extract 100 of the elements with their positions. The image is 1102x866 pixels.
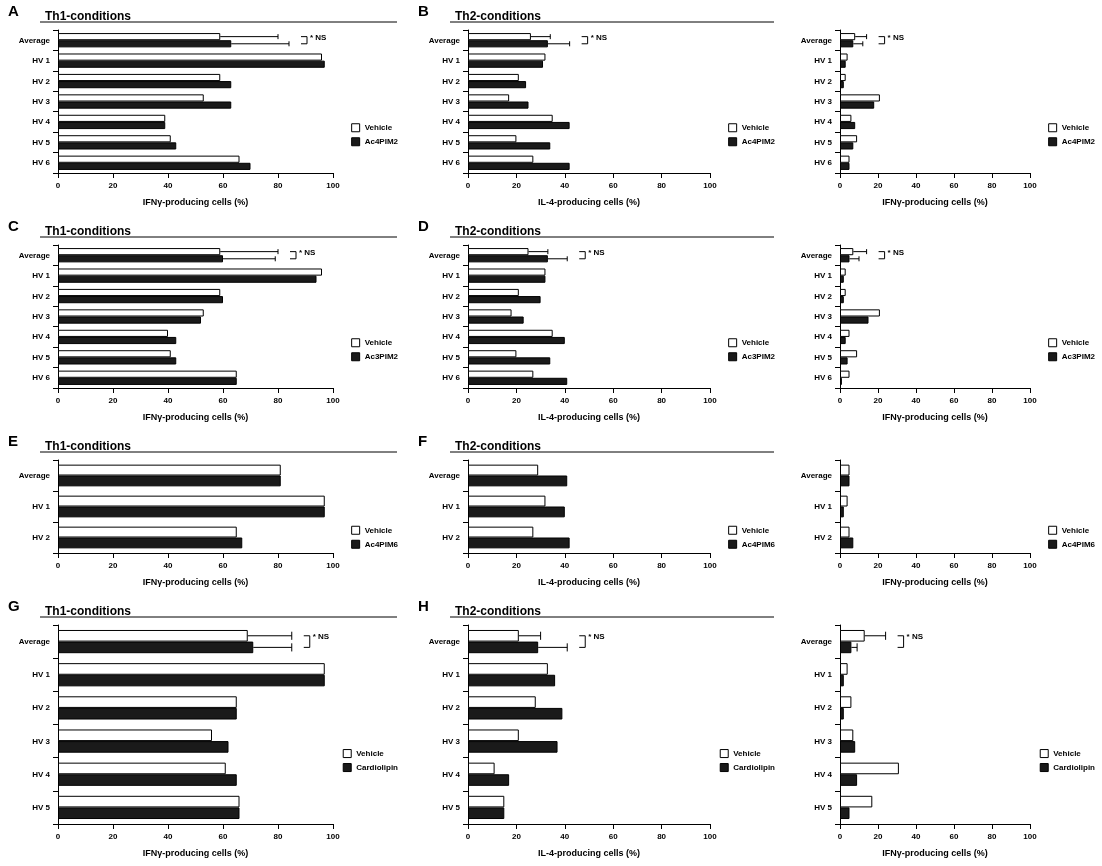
x-tick-label: 80 (987, 560, 997, 570)
x-tick-label: 100 (326, 560, 341, 570)
chart-title: Th1-conditions (45, 604, 132, 618)
x-tick-label: 100 (703, 560, 718, 570)
x-axis-title: IFNγ-producing cells (%) (142, 411, 249, 422)
y-tick-label: Average (800, 35, 833, 45)
x-tick-label: 100 (703, 180, 718, 190)
x-tick-label: 60 (949, 180, 959, 190)
y-tick-label: HV 1 (32, 56, 51, 66)
x-tick-label: 20 (108, 180, 118, 190)
y-tick-label: HV 5 (442, 352, 461, 362)
x-tick-label: 60 (218, 831, 228, 841)
y-tick-label: HV 1 (814, 502, 833, 511)
x-tick-label: 0 (465, 180, 471, 190)
legend-label: Ac3PIM2 (741, 352, 776, 362)
legend-label: Vehicle (1053, 749, 1082, 759)
x-tick-label: 100 (1023, 180, 1038, 190)
y-tick-label: HV 2 (442, 703, 461, 713)
x-tick-label: 20 (873, 180, 883, 190)
legend-label: Cardiolipin (356, 763, 399, 773)
x-tick-label: 40 (163, 180, 173, 190)
annotation: * NS (887, 33, 905, 43)
y-tick-label: Average (428, 471, 461, 480)
x-tick-label: 60 (949, 560, 959, 570)
x-tick-label: 60 (218, 395, 228, 405)
y-tick-label: HV 4 (442, 332, 461, 342)
y-tick-label: HV 5 (814, 137, 833, 147)
legend-label: Ac3PIM2 (364, 352, 399, 362)
y-tick-label: HV 1 (814, 56, 833, 66)
text: F (418, 432, 428, 449)
x-tick-label: 0 (55, 560, 61, 570)
x-tick-label: 40 (560, 831, 570, 841)
text: B (418, 2, 429, 19)
chart-title: Th2-conditions (455, 604, 542, 618)
x-tick-label: 80 (987, 831, 997, 841)
legend-label: Ac4PIM6 (1061, 539, 1096, 549)
x-axis-title: IFNγ-producing cells (%) (142, 196, 249, 207)
annotation: * NS (312, 632, 330, 642)
annotation: * NS (590, 33, 608, 43)
x-tick-label: 20 (511, 180, 522, 190)
y-tick-label: HV 3 (442, 97, 461, 106)
y-tick-label: HV 2 (814, 76, 833, 86)
x-tick-label: 80 (657, 831, 667, 841)
y-tick-label: HV 2 (814, 533, 833, 542)
y-tick-label: Average (428, 637, 461, 647)
chart-title: Th2-conditions (455, 224, 542, 238)
x-axis-title: IL-4-producing cells (%) (537, 576, 641, 587)
y-tick-label: HV 6 (814, 158, 833, 168)
y-tick-label: HV 1 (442, 56, 461, 66)
x-tick-label: 40 (911, 831, 921, 841)
legend-label: Vehicle (364, 123, 393, 133)
y-tick-label: HV 3 (814, 736, 833, 746)
y-tick-label: HV 3 (32, 97, 51, 106)
legend-label: Ac4PIM2 (1061, 137, 1096, 147)
x-tick-label: 100 (703, 831, 718, 841)
chart-title: Th2-conditions (455, 439, 542, 453)
x-tick-label: 20 (511, 560, 522, 570)
y-tick-label: HV 4 (32, 769, 51, 779)
x-tick-label: 40 (911, 395, 921, 405)
legend-label: Vehicle (741, 123, 770, 133)
annotation: * NS (906, 632, 924, 642)
x-tick-label: 60 (608, 180, 619, 190)
x-axis-title: IFNγ-producing cells (%) (142, 847, 249, 858)
legend-label: Vehicle (1061, 123, 1090, 133)
x-tick-label: 80 (657, 560, 667, 570)
x-axis-title: IFNγ-producing cells (%) (882, 196, 988, 207)
legend-label: Ac3PIM2 (1061, 352, 1096, 362)
y-tick-label: HV 3 (442, 312, 461, 321)
y-tick-label: HV 2 (32, 76, 51, 86)
x-axis-title: IL-4-producing cells (%) (537, 411, 641, 422)
annotation: * NS (299, 248, 317, 258)
y-tick-label: HV 3 (32, 736, 51, 746)
y-tick-label: HV 4 (814, 332, 833, 342)
legend-label: Ac4PIM2 (741, 137, 776, 147)
y-tick-label: HV 1 (814, 271, 833, 281)
legend-label: Vehicle (741, 525, 770, 535)
x-axis-title: IL-4-producing cells (%) (537, 847, 641, 858)
x-tick-label: 20 (108, 560, 118, 570)
annotation: * NS (887, 248, 905, 258)
y-tick-label: HV 1 (814, 670, 833, 680)
x-tick-label: 80 (273, 180, 283, 190)
legend-label: Vehicle (741, 338, 770, 348)
legend-label: Vehicle (733, 749, 762, 759)
y-tick-label: HV 3 (32, 312, 51, 321)
y-tick-label: Average (18, 250, 51, 260)
x-tick-label: 100 (326, 180, 341, 190)
x-tick-label: 0 (465, 831, 471, 841)
y-tick-label: HV 1 (442, 670, 461, 680)
x-tick-label: 80 (987, 395, 997, 405)
x-tick-label: 0 (55, 831, 61, 841)
x-tick-label: 40 (560, 560, 570, 570)
text: G (8, 597, 20, 614)
x-tick-label: 20 (108, 395, 118, 405)
y-tick-label: HV 1 (442, 502, 461, 511)
x-tick-label: 100 (1023, 395, 1038, 405)
legend-label: Ac4PIM6 (741, 539, 776, 549)
x-tick-label: 80 (987, 180, 997, 190)
x-tick-label: 40 (163, 831, 173, 841)
y-tick-label: HV 2 (442, 291, 461, 301)
y-tick-label: HV 1 (32, 670, 51, 680)
